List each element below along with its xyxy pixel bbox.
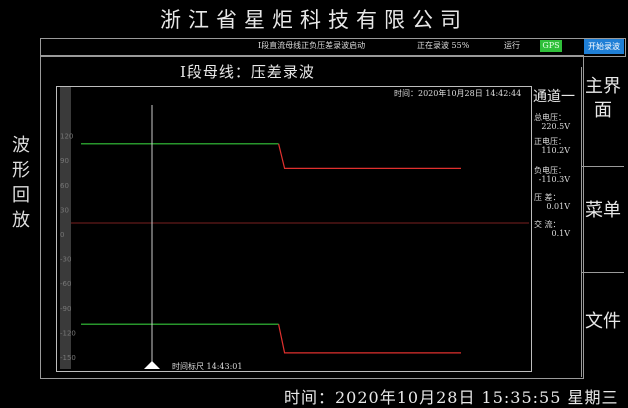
y-tick-label: -60 [60, 280, 71, 288]
y-tick-label: 30 [60, 206, 69, 214]
channel-reading-label: 正电压： [534, 137, 566, 146]
y-tick-label: 120 [60, 133, 73, 141]
record-timestamp: 时间：2020年10月28日 14:42:44 [394, 89, 522, 98]
y-tick-label: -150 [60, 354, 76, 362]
y-tick-labels: 120 90 60 30 0 -30 -60 -90 -120 -150 [60, 133, 76, 362]
y-tick-label: -30 [60, 256, 71, 264]
main-screen-button[interactable]: 主界面 [585, 76, 621, 121]
channel-reading-value: 110.2V [541, 146, 570, 155]
gps-indicator: GPS [540, 40, 562, 52]
time-cursor-label: 时间标尺 14:43:01 [172, 362, 243, 371]
channel-reading-label: 负电压： [534, 166, 566, 175]
menu-divider [582, 166, 624, 167]
menu-button[interactable]: 菜单 [585, 200, 621, 221]
recording-progress: 正在录波 55% [417, 41, 470, 50]
channel-reading-label: 总电压： [534, 113, 566, 122]
channel-reading-label: 交 流： [534, 220, 561, 229]
waveform-plot[interactable]: 120 90 60 30 0 -30 -60 -90 -120 -150 [57, 87, 529, 369]
y-axis-strip [60, 87, 71, 369]
y-tick-label: 90 [60, 157, 69, 165]
right-menu-panel [581, 67, 625, 377]
main-frame [40, 55, 584, 379]
y-tick-label: 0 [60, 231, 64, 239]
waveform-traces [81, 143, 461, 354]
status-bar [40, 38, 626, 57]
run-status: 运行 [504, 41, 520, 50]
channel-reading-value: -110.3V [538, 175, 570, 184]
trace-after-step [278, 324, 461, 354]
company-title: 浙江省星炬科技有限公司 [160, 8, 468, 32]
trace-after-step [278, 143, 461, 170]
menu-divider [582, 272, 624, 273]
system-clock: 时间：2020年10月28日 15:35:55 星期三 [284, 388, 619, 407]
channel-reading-label: 压 差： [534, 193, 561, 202]
y-tick-label: -120 [60, 329, 76, 337]
plot-area[interactable] [56, 86, 532, 372]
channel-reading-value: 0.1V [551, 229, 571, 238]
channel-reading-value: 220.5V [541, 122, 570, 131]
y-tick-label: -90 [60, 305, 71, 313]
status-message: I段直流母线正负压差录波启动 [258, 41, 366, 50]
time-cursor-handle[interactable] [144, 361, 160, 369]
channel-reading-value: 0.01V [546, 202, 570, 211]
waveform-playback-title: 波形回放 [12, 135, 30, 231]
chart-title: I段母线：压差录波 [180, 63, 315, 81]
channel-title: 通道一 [533, 89, 575, 105]
start-recording-button[interactable]: 开始录波 [584, 39, 624, 54]
file-button[interactable]: 文件 [585, 311, 621, 332]
y-tick-label: 60 [60, 182, 69, 190]
